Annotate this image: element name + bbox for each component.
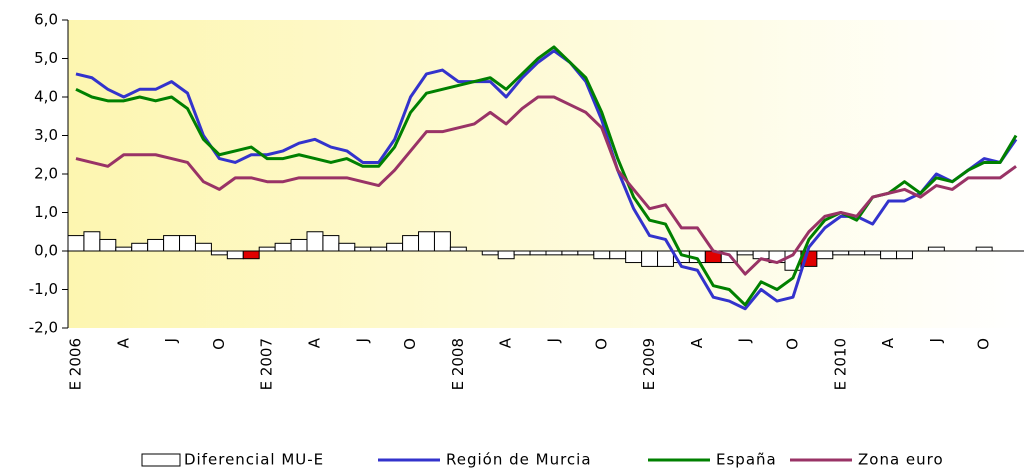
bar — [609, 250, 627, 260]
bar — [927, 246, 945, 252]
bar — [306, 231, 324, 252]
bar — [513, 250, 531, 256]
bar — [577, 250, 595, 256]
y-tick-label: 2,0 — [34, 165, 58, 183]
bar — [816, 250, 834, 260]
x-tick-label: A — [114, 337, 132, 348]
bar — [194, 242, 212, 252]
bar — [896, 250, 913, 260]
bar — [497, 250, 515, 260]
legend-label: Diferencial MU-E — [184, 451, 324, 468]
y-tick-label: 1,0 — [34, 203, 58, 221]
y-tick-label: 4,0 — [34, 88, 58, 106]
x-tick-label: E 2010 — [831, 338, 849, 390]
x-tick-label: J — [544, 338, 562, 343]
bar — [529, 250, 547, 256]
bar — [433, 231, 451, 252]
bar — [657, 250, 674, 267]
x-tick-label: A — [305, 337, 323, 348]
x-tick-label: J — [927, 338, 945, 343]
bar — [848, 250, 866, 256]
bar — [274, 242, 292, 252]
x-tick-label: O — [401, 338, 419, 350]
bar — [179, 235, 196, 252]
x-tick-label: J — [353, 338, 371, 343]
bar — [481, 250, 499, 256]
x-tick-label: J — [736, 338, 754, 343]
bar — [418, 231, 435, 252]
x-tick-label: O — [592, 338, 610, 350]
bar — [115, 246, 133, 252]
bar — [147, 238, 165, 252]
x-tick-label: E 2006 — [66, 338, 84, 390]
bar — [163, 235, 181, 252]
x-tick-label: J — [162, 338, 180, 343]
bar — [370, 246, 388, 252]
y-tick-label: 6,0 — [34, 11, 58, 29]
x-tick-label: A — [688, 337, 706, 348]
bar — [625, 250, 643, 264]
bar — [641, 250, 659, 267]
x-tick-label: E 2009 — [640, 338, 658, 390]
bar — [99, 238, 117, 252]
bar — [67, 235, 85, 252]
y-tick-label: 5,0 — [34, 49, 58, 67]
line — [75, 95, 1017, 276]
bar — [226, 250, 244, 260]
bar — [593, 250, 611, 260]
y-tick-label: 3,0 — [34, 126, 58, 144]
bar — [545, 250, 563, 256]
bar — [131, 242, 149, 252]
y-tick-label: -2,0 — [29, 319, 58, 337]
x-tick-label: A — [497, 337, 515, 348]
bar — [561, 250, 579, 256]
bar — [975, 246, 993, 252]
bar — [242, 250, 260, 260]
y-tick-label: -1,0 — [29, 280, 58, 298]
bar — [338, 242, 356, 252]
bar — [880, 250, 898, 260]
bar — [322, 235, 340, 252]
bar — [290, 238, 308, 252]
bar — [832, 250, 850, 256]
x-tick-label: O — [975, 338, 993, 350]
x-tick-label: O — [210, 338, 228, 350]
x-tick-label: E 2007 — [258, 338, 276, 390]
y-tick-label: 0,0 — [34, 242, 58, 260]
bar — [736, 250, 754, 256]
bar — [210, 250, 228, 256]
bar — [864, 250, 882, 256]
plot-area — [68, 20, 1024, 328]
legend-swatch — [141, 453, 181, 467]
bar — [449, 246, 467, 252]
line — [75, 45, 1018, 307]
x-tick-label: E 2008 — [449, 338, 467, 390]
bar — [402, 235, 420, 252]
legend-label: Zona euro — [858, 451, 944, 468]
bar — [386, 242, 404, 252]
x-tick-label: A — [879, 337, 897, 348]
bar — [258, 246, 276, 252]
x-tick-label: O — [783, 338, 801, 350]
bar — [83, 231, 101, 252]
legend-label: Región de Murcia — [446, 451, 592, 468]
legend-label: España — [716, 451, 777, 468]
bar — [354, 246, 372, 252]
